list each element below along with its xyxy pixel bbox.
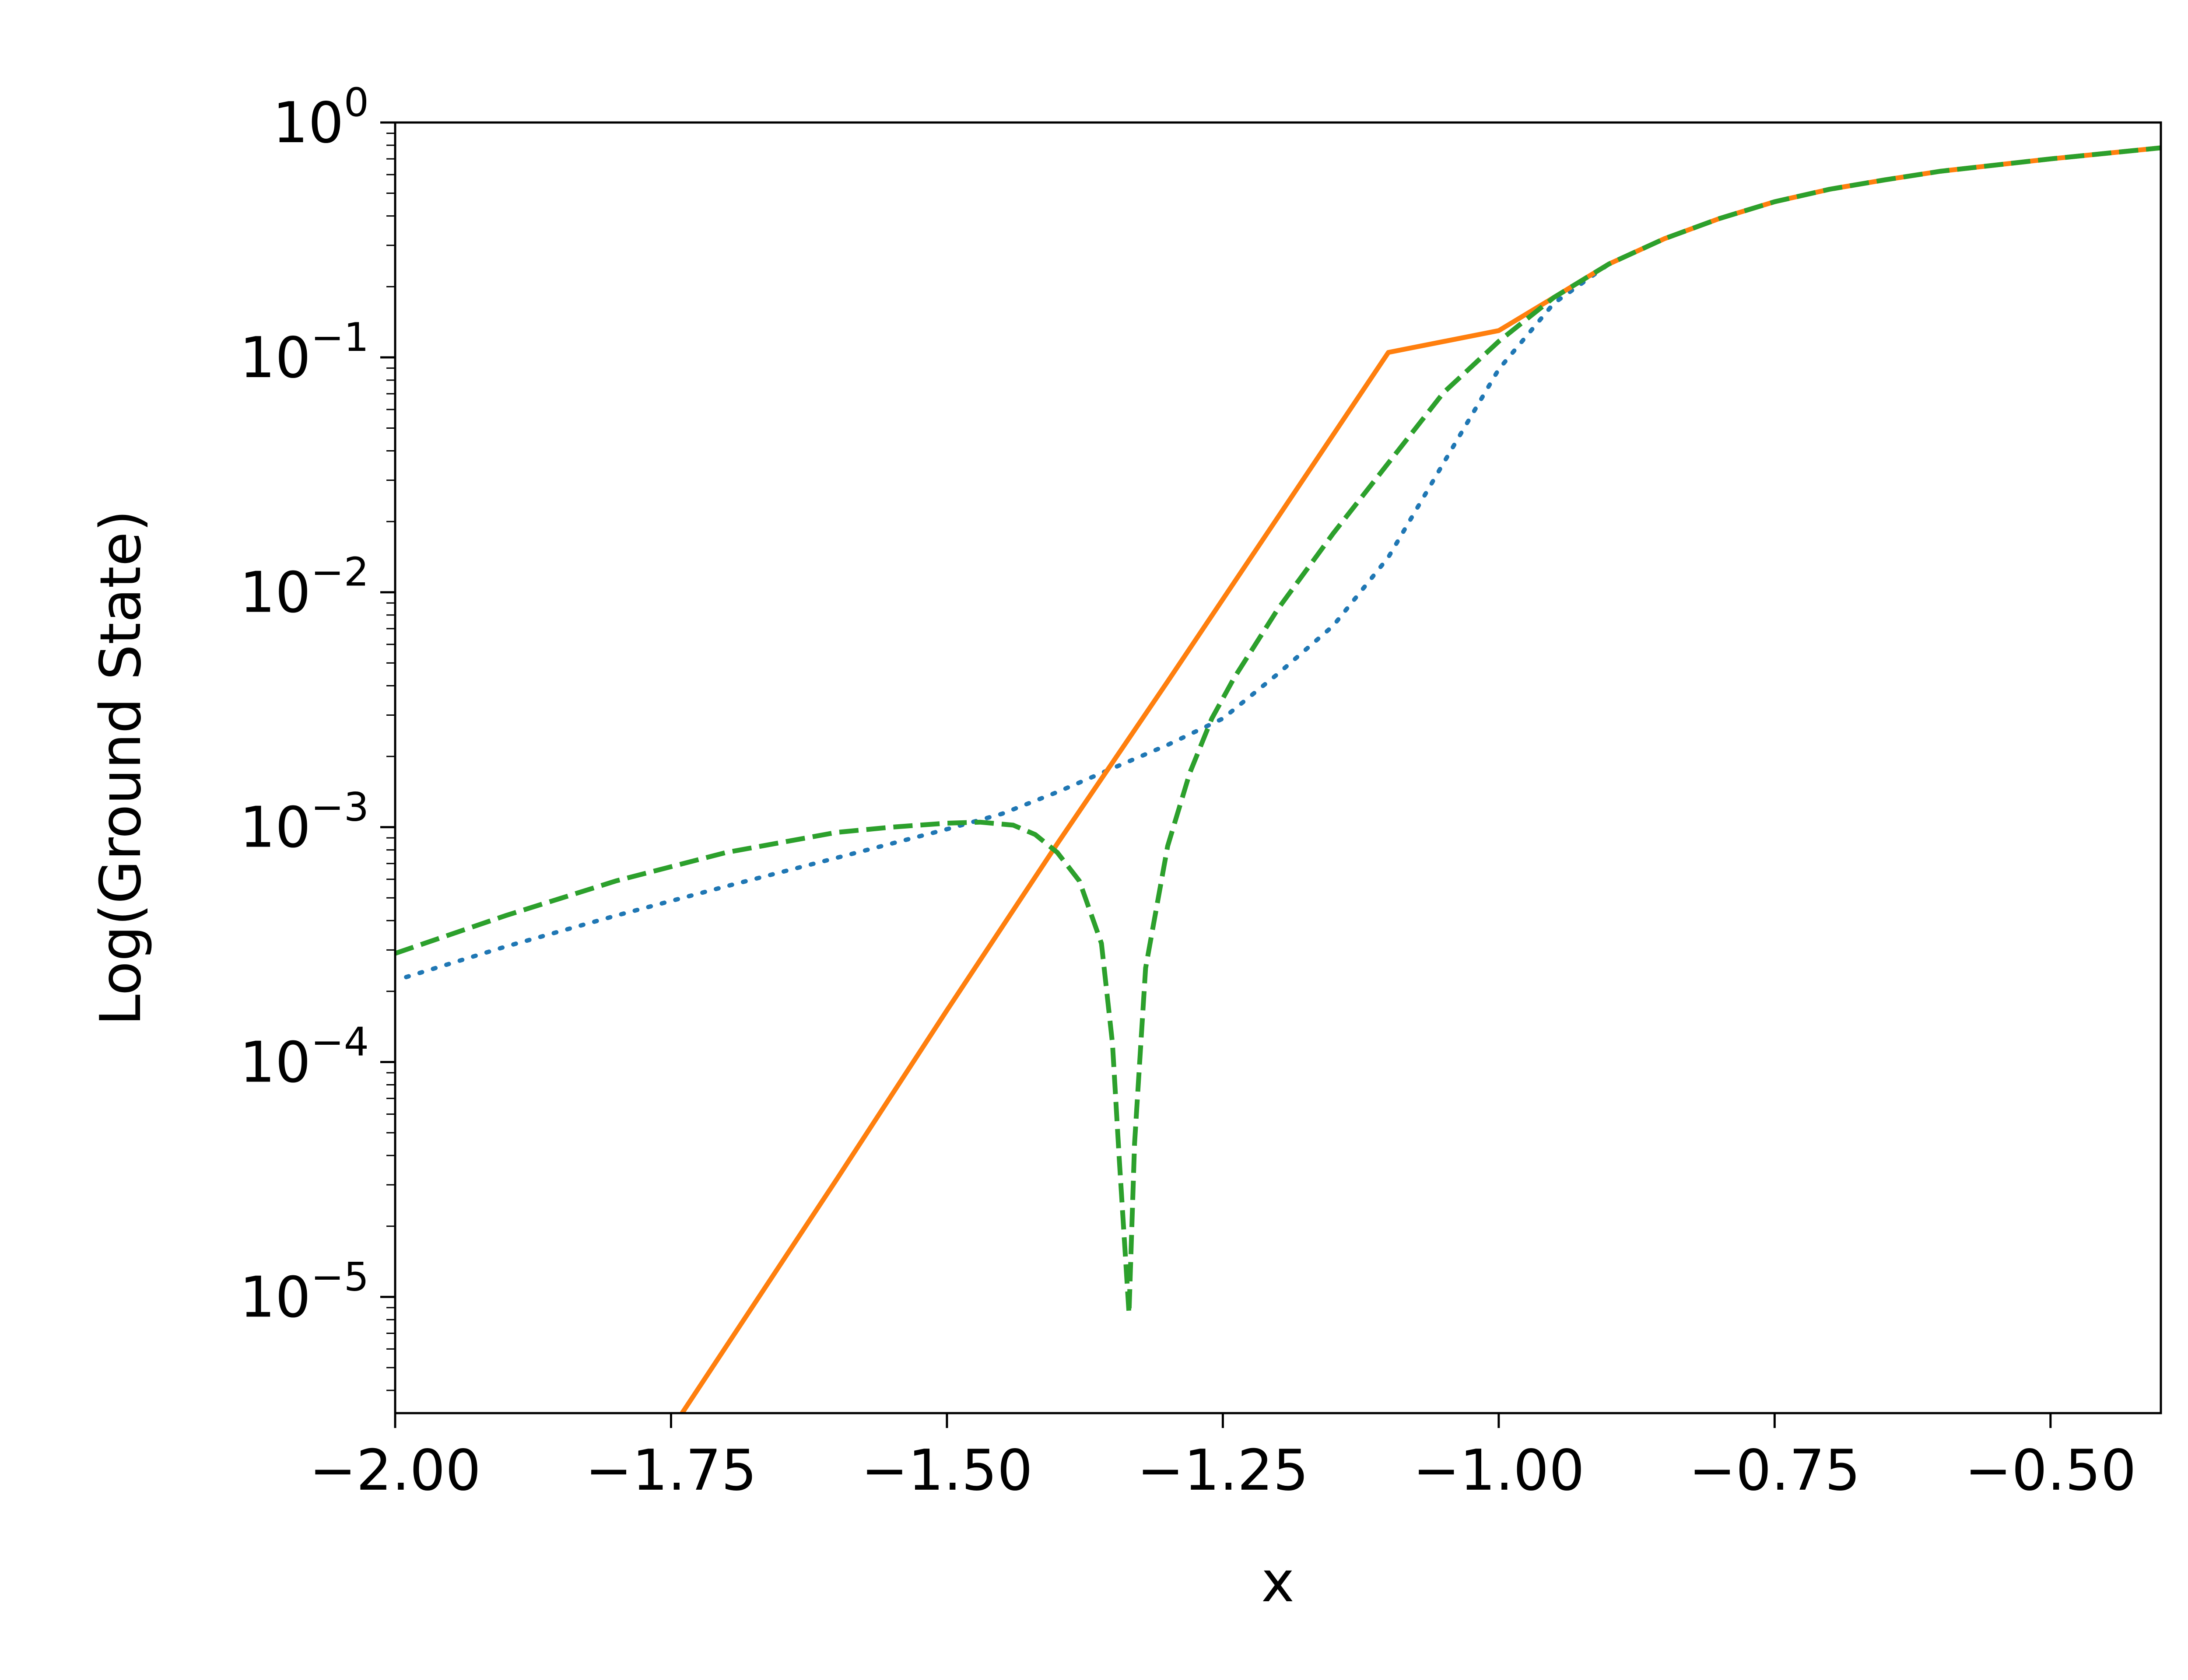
y-tick-layer: 100 10−1 10−2 10−3 10−4 10−5 (239, 80, 395, 1330)
x-tick-label: −1.75 (585, 1438, 757, 1503)
y-tick-label: 10−3 (239, 784, 369, 861)
y-axis-label: Log(Ground State) (88, 510, 154, 1026)
y-tick-label: 10−2 (239, 550, 369, 626)
x-tick-label: −1.00 (1413, 1438, 1585, 1503)
x-tick-label: −1.50 (861, 1438, 1033, 1503)
x-tick-label: −2.00 (309, 1438, 481, 1503)
series-line-dashed (395, 145, 2161, 1316)
y-tick-label: 10−1 (239, 315, 369, 391)
x-tick-label: −0.50 (1965, 1438, 2136, 1503)
y-tick-label: 100 (273, 80, 369, 156)
series-line-dotted (404, 145, 2161, 980)
series-layer (395, 145, 2161, 1413)
minor-tick-layer (386, 133, 395, 1391)
y-tick-label: 10−4 (239, 1019, 369, 1095)
x-axis-label: x (1261, 1550, 1294, 1615)
x-tick-label: −1.25 (1137, 1438, 1308, 1503)
x-tick-layer: −2.00 −1.75 −1.50 −1.25 −1.00 −0.75 −0.50 (309, 1413, 2136, 1503)
x-tick-label: −0.75 (1689, 1438, 1860, 1503)
plot-frame (394, 121, 2162, 1414)
y-tick-label: 10−5 (239, 1254, 369, 1330)
